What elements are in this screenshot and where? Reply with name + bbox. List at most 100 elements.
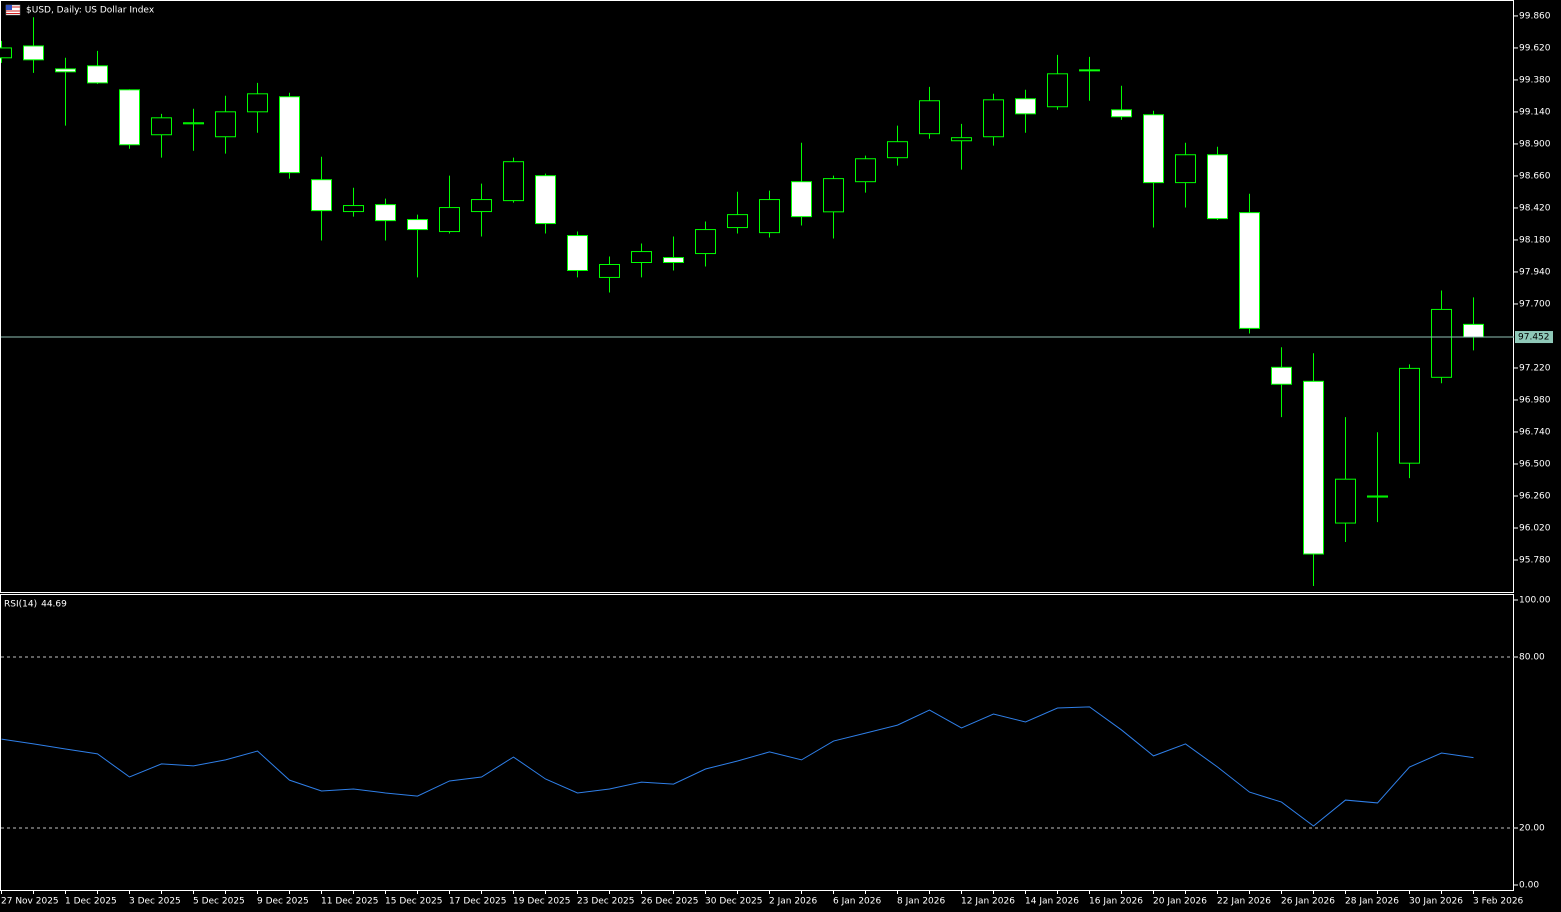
- x-tick-label: 23 Dec 2025: [577, 897, 635, 907]
- x-tick-label: 9 Dec 2025: [257, 897, 309, 907]
- candle-body: [183, 122, 204, 125]
- candle-body: [1271, 366, 1292, 385]
- y-tick-label: 99.620: [1519, 43, 1551, 53]
- candle-body: [471, 199, 492, 213]
- x-tick-label: 5 Dec 2025: [193, 897, 245, 907]
- x-tick-label: 26 Jan 2026: [1281, 897, 1335, 907]
- candle-body: [1111, 109, 1132, 118]
- candle-body: [983, 99, 1004, 138]
- x-tick-label: 22 Jan 2026: [1217, 897, 1271, 907]
- y-tick-label: 20.00: [1519, 824, 1545, 834]
- candle-body: [887, 141, 908, 159]
- x-tick-label: 30 Dec 2025: [705, 897, 763, 907]
- candle-body: [535, 175, 556, 225]
- candle-body: [23, 45, 44, 61]
- candle-body: [311, 179, 332, 212]
- candle-body: [503, 161, 524, 202]
- candle-body: [1367, 495, 1388, 498]
- candle-body: [855, 158, 876, 183]
- x-tick-label: 2 Jan 2026: [769, 897, 817, 907]
- y-tick-label: 97.700: [1519, 299, 1551, 309]
- y-tick-label: 99.860: [1519, 11, 1551, 21]
- candle-body: [247, 93, 268, 113]
- candle-body: [1239, 212, 1260, 329]
- x-tick-label: 20 Jan 2026: [1153, 897, 1207, 907]
- y-tick-label: 96.020: [1519, 523, 1551, 533]
- candle-body: [919, 100, 940, 135]
- x-tick-label: 6 Jan 2026: [833, 897, 881, 907]
- candle-body: [567, 235, 588, 271]
- y-tick-label: 97.220: [1519, 363, 1551, 373]
- price-label: 97.452: [1518, 333, 1550, 343]
- candle-body: [951, 137, 972, 142]
- y-tick-label: 98.660: [1519, 171, 1551, 181]
- candle-body: [375, 204, 396, 222]
- x-tick-label: 16 Jan 2026: [1089, 897, 1143, 907]
- rsi-panel: [0, 594, 1514, 891]
- indicator-name: RSI(14): [4, 600, 37, 610]
- y-tick-label: 98.420: [1519, 203, 1551, 213]
- x-tick-label: 17 Dec 2025: [449, 897, 507, 907]
- y-tick-label: 0.00: [1519, 881, 1539, 891]
- x-tick-label: 19 Dec 2025: [513, 897, 571, 907]
- price-label-box: [1515, 331, 1553, 344]
- y-tick-label: 97.940: [1519, 267, 1551, 277]
- x-tick-label: 3 Feb 2026: [1473, 897, 1524, 907]
- x-tick-label: 30 Jan 2026: [1409, 897, 1463, 907]
- candle-body: [0, 47, 12, 59]
- x-tick-label: 28 Jan 2026: [1345, 897, 1399, 907]
- candle-body: [695, 229, 716, 255]
- x-tick-label: 12 Jan 2026: [961, 897, 1015, 907]
- y-tick-label: 96.740: [1519, 427, 1551, 437]
- candle-body: [87, 65, 108, 84]
- candle-body: [151, 117, 172, 136]
- candle-body: [1207, 154, 1228, 220]
- x-tick-label: 3 Dec 2025: [129, 897, 181, 907]
- candle-body: [343, 205, 364, 213]
- candle-body: [1015, 98, 1036, 115]
- y-tick-label: 96.500: [1519, 459, 1551, 469]
- y-tick-label: 96.980: [1519, 395, 1551, 405]
- candle-body: [1335, 478, 1356, 524]
- x-tick-label: 26 Dec 2025: [641, 897, 699, 907]
- candle-body: [1047, 73, 1068, 108]
- y-tick-label: 98.900: [1519, 139, 1551, 149]
- price-panel: [0, 0, 1514, 593]
- candle-body: [599, 263, 620, 278]
- candle-body: [791, 181, 812, 218]
- y-tick-label: 99.380: [1519, 75, 1551, 85]
- candle-body: [823, 178, 844, 213]
- chart-title: $USD, Daily: US Dollar Index: [26, 6, 155, 16]
- candle-body: [1079, 69, 1100, 72]
- indicator-value: 44.69: [41, 600, 67, 610]
- candle-body: [215, 111, 236, 138]
- candle-body: [1303, 380, 1324, 555]
- candle-body: [55, 68, 76, 73]
- candle-body: [663, 257, 684, 263]
- x-tick-label: 11 Dec 2025: [321, 897, 379, 907]
- x-tick-label: 1 Dec 2025: [65, 897, 117, 907]
- rsi-line: [1, 706, 1474, 827]
- candle-body: [279, 96, 300, 174]
- y-tick-label: 98.180: [1519, 235, 1551, 245]
- candle-body: [407, 219, 428, 231]
- y-tick-label: 100.00: [1519, 595, 1551, 605]
- candle-body: [1463, 323, 1484, 338]
- candle-body: [759, 199, 780, 234]
- candle-body: [119, 89, 140, 146]
- y-tick-label: 80.00: [1519, 652, 1545, 662]
- candle-body: [1175, 154, 1196, 184]
- candle-body: [631, 251, 652, 263]
- candle-body: [439, 207, 460, 233]
- y-tick-label: 96.260: [1519, 491, 1551, 501]
- x-tick-label: 14 Jan 2026: [1025, 897, 1079, 907]
- x-tick-label: 15 Dec 2025: [385, 897, 443, 907]
- y-tick-label: 99.140: [1519, 107, 1551, 117]
- y-tick-label: 95.780: [1519, 555, 1551, 565]
- x-tick-label: 8 Jan 2026: [897, 897, 945, 907]
- candle-body: [1143, 114, 1164, 184]
- candle-body: [1399, 367, 1420, 464]
